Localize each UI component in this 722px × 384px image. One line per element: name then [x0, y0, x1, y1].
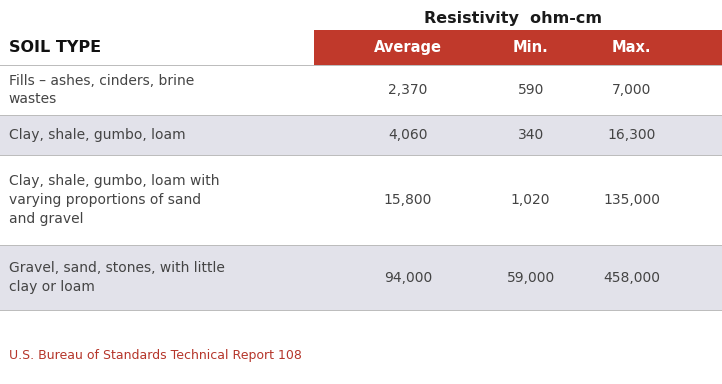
Text: 1,020: 1,020 — [511, 193, 550, 207]
Text: 590: 590 — [518, 83, 544, 97]
Text: SOIL TYPE: SOIL TYPE — [9, 40, 101, 55]
Text: 7,000: 7,000 — [612, 83, 651, 97]
Text: 2,370: 2,370 — [388, 83, 427, 97]
Text: Resistivity  ohm-cm: Resistivity ohm-cm — [424, 10, 601, 25]
Text: Clay, shale, gumbo, loam with
varying proportions of sand
and gravel: Clay, shale, gumbo, loam with varying pr… — [9, 174, 219, 226]
Text: Average: Average — [374, 40, 442, 55]
Text: Gravel, sand, stones, with little
clay or loam: Gravel, sand, stones, with little clay o… — [9, 261, 225, 294]
Text: Clay, shale, gumbo, loam: Clay, shale, gumbo, loam — [9, 128, 186, 142]
Text: 16,300: 16,300 — [607, 128, 656, 142]
Text: 15,800: 15,800 — [383, 193, 432, 207]
Bar — [0, 115, 722, 155]
Text: 458,000: 458,000 — [604, 270, 660, 285]
Text: 135,000: 135,000 — [604, 193, 660, 207]
Text: Max.: Max. — [612, 40, 651, 55]
Text: 340: 340 — [518, 128, 544, 142]
Text: Fills – ashes, cinders, brine
wastes: Fills – ashes, cinders, brine wastes — [9, 73, 194, 106]
Bar — [0, 65, 722, 115]
Bar — [314, 30, 722, 65]
Text: 94,000: 94,000 — [384, 270, 432, 285]
Bar — [0, 155, 722, 245]
Text: 59,000: 59,000 — [507, 270, 554, 285]
Bar — [0, 245, 722, 310]
Text: Min.: Min. — [513, 40, 549, 55]
Text: U.S. Bureau of Standards Technical Report 108: U.S. Bureau of Standards Technical Repor… — [9, 349, 302, 361]
Text: 4,060: 4,060 — [388, 128, 427, 142]
